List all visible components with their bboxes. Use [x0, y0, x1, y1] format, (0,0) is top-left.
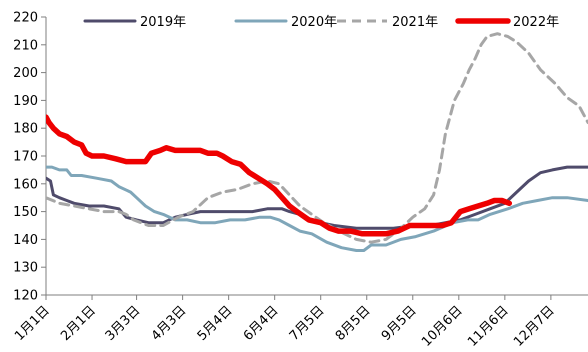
y-tick-label: 140 — [13, 233, 38, 248]
y-axis: 120 130 140 150 160 170 180 190 200 210 220 — [13, 11, 47, 304]
series-line-2021年 — [46, 32, 588, 244]
y-tick-label: 220 — [13, 11, 38, 26]
y-tick-label: 120 — [13, 289, 38, 304]
series-lines — [46, 32, 588, 252]
legend-label-2022年: 2022年 — [513, 15, 559, 30]
y-tick-label: 130 — [13, 261, 38, 276]
y-tick-label: 200 — [13, 66, 38, 81]
y-tick-label: 180 — [13, 122, 38, 137]
x-tick-label: 5月4日 — [195, 303, 236, 344]
x-tick-label: 8月5日 — [333, 303, 374, 344]
x-tick-label: 4月3日 — [149, 303, 190, 344]
x-tick-label: 3月3日 — [103, 303, 144, 344]
legend: 2019年 2020年 2021年 2022年 — [83, 15, 559, 30]
y-tick-label: 150 — [13, 205, 38, 220]
y-tick-label: 190 — [13, 94, 38, 109]
series-line-2020年 — [46, 165, 588, 252]
y-tick-label: 160 — [13, 177, 38, 192]
legend-label-2020年: 2020年 — [291, 15, 337, 30]
series-line-2022年 — [46, 114, 513, 237]
legend-label-2019年: 2019年 — [140, 15, 186, 30]
x-axis: 1月1日 2月1日 3月3日 4月3日 5月4日 6月4日 7月5日 8月5日 9月5日 10月6… — [12, 294, 588, 350]
x-tick-label: 10月6日 — [419, 303, 466, 350]
x-tick-label: 6月4日 — [241, 303, 282, 344]
x-tick-label: 9月5日 — [379, 303, 420, 344]
x-tick-label: 7月5日 — [287, 303, 328, 344]
legend-label-2021年: 2021年 — [392, 15, 438, 30]
x-tick-label: 11月6日 — [465, 303, 512, 350]
x-tick-label: 1月1日 — [12, 303, 53, 344]
x-tick-label: 12月7日 — [511, 303, 558, 350]
y-tick-label: 170 — [13, 150, 38, 165]
series-line-2019年 — [46, 165, 588, 230]
y-tick-label: 210 — [13, 38, 38, 53]
x-tick-label: 2月1日 — [58, 303, 99, 344]
